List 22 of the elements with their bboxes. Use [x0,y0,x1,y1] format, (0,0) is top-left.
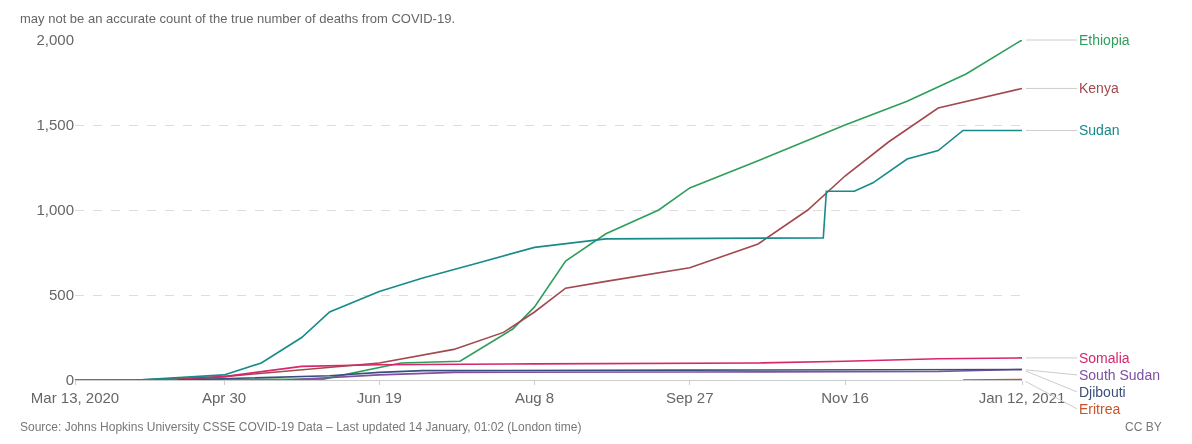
text: Djibouti [1079,384,1126,400]
x-tick-label: Mar 13, 2020 [30,389,120,406]
source-note: Source: Johns Hopkins University CSSE COVID-19 Data – Last updated 14 January, 01:02 (London time) [20,420,582,434]
x-tick-label: Aug 8 [514,389,555,406]
chart-subtitle: may not be an accurate count of the true number of deaths from COVID-19. [20,11,456,26]
text: CC BY [1125,420,1162,434]
x-tick-label: Jun 19 [356,389,402,406]
y-tick-label: 0 [65,371,74,389]
y-tick-label: 500 [48,286,74,304]
y-tick-label: 1,000 [36,201,74,219]
y-tick-label: 1,500 [36,116,74,134]
x-tick-label: Jan 12, 2021 [978,389,1066,406]
text: South Sudan [1079,367,1160,383]
x-tick-label: Sep 27 [666,389,714,406]
y-tick-label: 2,000 [36,31,74,49]
text: Kenya [1079,80,1119,96]
text: Sudan [1079,122,1120,138]
x-tick-label: Nov 16 [821,389,869,406]
x-tick-label: Apr 30 [201,389,247,406]
text: Ethiopia [1079,32,1130,48]
text: Eritrea [1079,401,1121,417]
text: Somalia [1079,350,1130,366]
